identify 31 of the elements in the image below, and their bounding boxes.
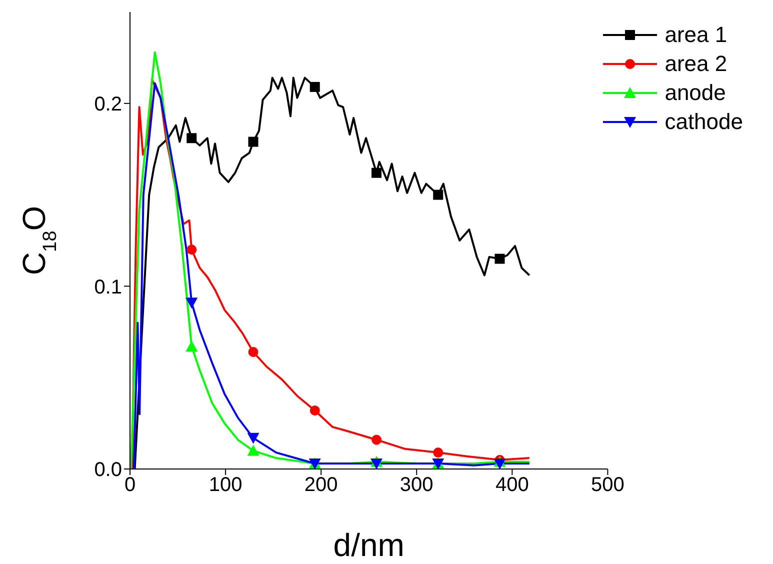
point — [186, 244, 197, 255]
point — [433, 190, 444, 200]
y-tick-label: 0.1 — [94, 276, 122, 298]
point — [433, 448, 444, 458]
point — [310, 406, 320, 416]
point — [371, 434, 382, 445]
point — [494, 254, 505, 264]
point — [186, 133, 197, 144]
legend-label: anode — [664, 79, 726, 107]
x-axis-title: d/nm — [333, 527, 404, 563]
point — [310, 82, 320, 92]
point — [370, 458, 382, 469]
legend-label: cathode — [664, 108, 743, 136]
x-tick-label: 300 — [400, 474, 434, 496]
x-tick-label: 500 — [591, 474, 624, 496]
y-tick-label: 0.0 — [94, 459, 122, 482]
point — [494, 458, 506, 469]
x-tick-label: 400 — [495, 474, 529, 496]
x-tick-label: 0 — [124, 474, 136, 496]
x-tick-label: 200 — [304, 474, 338, 496]
point — [186, 340, 198, 352]
point — [247, 444, 260, 456]
y-tick-label: 0.2 — [94, 94, 122, 116]
point — [371, 168, 382, 178]
point — [248, 136, 258, 147]
point — [248, 347, 258, 358]
point — [186, 298, 198, 309]
point — [247, 432, 260, 444]
x-tick-label: 100 — [208, 474, 242, 496]
legend-label: area 2 — [664, 50, 728, 78]
legend-label: area 1 — [664, 21, 728, 49]
